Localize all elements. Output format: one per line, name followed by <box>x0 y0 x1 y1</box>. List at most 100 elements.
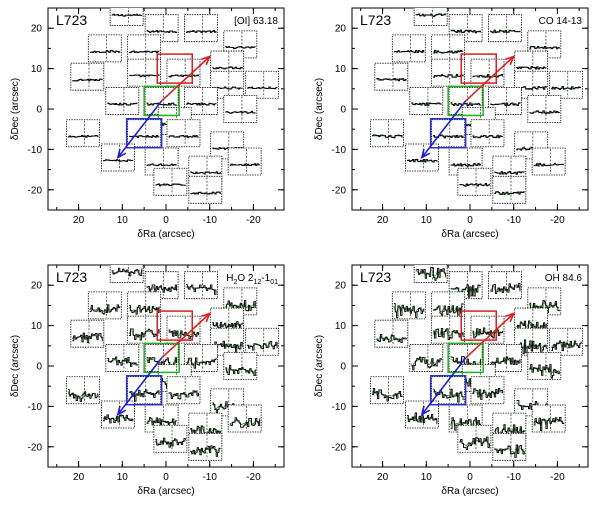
y-tick-label: 0 <box>340 362 346 373</box>
x-tick-label: -10 <box>506 215 521 226</box>
spectrum-box <box>70 319 105 348</box>
red-outflow-arrow <box>161 312 212 359</box>
highlight-box <box>460 53 497 84</box>
spectrum-box <box>188 432 223 461</box>
spectrum-box <box>245 327 280 356</box>
x-tick-label: 20 <box>73 215 85 226</box>
x-tick-label: -20 <box>550 215 565 226</box>
y-tick-label: -20 <box>28 185 43 196</box>
panel-oh-84: 20 10 0 -10 -20 20 10 0 -10 -20 δRa (arcsec) δDec (… <box>314 264 589 497</box>
spectrum-box <box>184 14 218 43</box>
spectrum-box <box>188 175 223 204</box>
x-tick-label: -10 <box>506 472 521 483</box>
x-tick-label: 20 <box>377 472 389 483</box>
spectrum-box <box>109 8 144 26</box>
y-axis-label: δDec (arcsec) <box>10 335 21 397</box>
spectrum-box <box>409 344 444 372</box>
red-outflow-arrow <box>465 312 516 359</box>
y-axis-label: δDec (arcsec) <box>10 78 21 140</box>
spectrum-box <box>492 432 527 461</box>
spectrum-box <box>184 271 218 300</box>
highlight-box <box>143 85 180 117</box>
x-tick-label: -20 <box>246 215 261 226</box>
x-tick-label: 10 <box>117 215 129 226</box>
x-tick-label: 0 <box>163 472 169 483</box>
highlight-box <box>460 310 497 341</box>
y-tick-label: -10 <box>332 145 347 156</box>
x-tick-label: -20 <box>246 472 261 483</box>
spectrum-box <box>127 291 162 320</box>
spectrum-box <box>166 315 201 344</box>
line-label: OH 84.6 <box>545 273 583 284</box>
blue-outflow-arrow <box>116 100 163 160</box>
highlight-box <box>156 310 193 341</box>
x-tick-label: -20 <box>550 472 565 483</box>
y-axis-label: δDec (arcsec) <box>314 335 325 397</box>
x-axis-label: δRa (arcsec) <box>137 229 194 240</box>
spectrum-box <box>413 265 448 283</box>
y-tick-label: 10 <box>31 64 43 75</box>
x-tick-label: -10 <box>202 472 217 483</box>
spectrum-box <box>166 119 201 148</box>
spectrum-box <box>70 62 105 91</box>
highlight-box <box>447 85 484 117</box>
highlight-box <box>125 117 163 149</box>
y-tick-label: 10 <box>335 321 347 332</box>
spectrum-box <box>527 95 562 123</box>
line-label: CO 14-13 <box>539 16 583 27</box>
spectrum-box <box>488 14 522 43</box>
spectrum-box <box>87 34 122 63</box>
spectrum-box <box>470 315 505 344</box>
spectrum-box <box>431 58 466 87</box>
line-label: H2O 212-101 <box>226 273 278 286</box>
spectrum-box <box>127 315 162 344</box>
y-tick-label: -10 <box>332 402 347 413</box>
highlight-box <box>156 53 193 84</box>
spectrum-box <box>223 352 258 380</box>
spectrum-box <box>457 167 492 196</box>
spectrum-box <box>431 291 466 320</box>
spectrum-box <box>431 34 466 63</box>
x-tick-label: 0 <box>467 472 473 483</box>
y-tick-label: -20 <box>332 185 347 196</box>
highlight-box <box>429 117 467 149</box>
spectrum-box <box>470 376 505 405</box>
spectrum-box <box>531 147 566 176</box>
y-tick-label: 10 <box>335 64 347 75</box>
spectrum-box <box>105 344 140 372</box>
x-tick-label: 10 <box>421 472 433 483</box>
y-tick-label: 20 <box>31 281 43 292</box>
y-axis-label: δDec (arcsec) <box>314 78 325 140</box>
panel-co-14-13: 20 10 0 -10 -20 20 10 0 -10 -20 δRa (arcsec) δDec (… <box>314 7 589 240</box>
region-label: L723 <box>56 12 87 28</box>
red-outflow-arrow <box>465 55 516 102</box>
x-tick-label: 20 <box>73 472 85 483</box>
y-tick-label: 10 <box>31 321 43 332</box>
spectrum-box <box>457 424 492 453</box>
spectrum-box <box>431 315 466 344</box>
panel-h2o-212-101: 20 10 0 -10 -20 20 10 0 -10 -20 δRa (arcsec) δDec (… <box>10 264 285 497</box>
spectrum-box <box>153 167 188 196</box>
x-tick-label: 10 <box>117 472 129 483</box>
y-tick-label: 0 <box>36 362 42 373</box>
spectrum-box <box>245 70 280 99</box>
red-outflow-arrow <box>161 55 212 102</box>
spectrum-box <box>549 70 584 99</box>
spectrum-box <box>87 291 122 320</box>
spectrum-box <box>66 119 100 148</box>
highlight-box <box>125 374 163 406</box>
y-tick-label: 20 <box>335 281 347 292</box>
spectrum-box <box>223 95 258 123</box>
spectrum-box <box>109 265 144 283</box>
highlight-box <box>447 342 484 374</box>
blue-outflow-arrow <box>420 357 467 417</box>
spectrum-box <box>470 119 505 148</box>
x-tick-label: 0 <box>163 215 169 226</box>
y-tick-label: -20 <box>28 442 43 453</box>
blue-outflow-arrow <box>420 100 467 160</box>
x-axis-label: δRa (arcsec) <box>441 486 498 497</box>
spectrum-box <box>370 376 404 405</box>
spectrum-box <box>391 34 426 63</box>
y-tick-label: -10 <box>28 402 43 413</box>
panel-oi-63: 20 10 0 -10 -20 20 10 0 -10 -20 δRa (arcsec) δDec (… <box>10 7 285 240</box>
